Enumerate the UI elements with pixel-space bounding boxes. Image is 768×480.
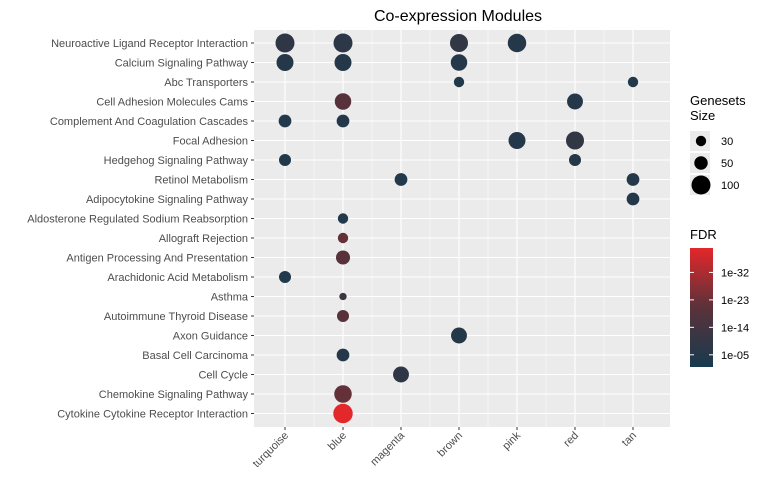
x-tick-label: magenta	[368, 429, 407, 468]
fdr-colorbar	[690, 248, 713, 367]
point-brown	[449, 33, 469, 53]
x-tick-label: tan	[620, 430, 639, 449]
y-tick-label: Cell Cycle	[198, 370, 248, 382]
y-tick-label: Abc Transporters	[164, 77, 248, 89]
colorbar-tick-label: 1e-23	[721, 295, 749, 307]
point-pink	[508, 132, 526, 149]
point-pink	[507, 33, 527, 53]
y-tick-label: Asthma	[211, 292, 249, 304]
x-tick-label: pink	[500, 429, 523, 452]
point-blue	[336, 309, 350, 323]
colorbar-tick-label: 1e-14	[721, 322, 749, 334]
point-blue	[336, 114, 350, 128]
y-tick-label: Chemokine Signaling Pathway	[99, 389, 249, 401]
y-tick-label: Antigen Processing And Presentation	[66, 253, 248, 265]
size-key-dot	[691, 175, 711, 195]
point-red	[567, 93, 583, 110]
point-turquoise	[275, 33, 295, 53]
point-turquoise	[278, 270, 292, 284]
point-tan	[627, 76, 639, 88]
y-tick-label: Calcium Signaling Pathway	[115, 58, 249, 70]
point-blue	[334, 93, 352, 110]
point-turquoise	[278, 153, 292, 167]
point-tan	[626, 192, 640, 206]
size-key-label: 50	[721, 158, 733, 170]
y-tick-label: Neuroactive Ligand Receptor Interaction	[51, 38, 248, 50]
point-red	[565, 131, 585, 150]
point-blue	[336, 348, 350, 362]
y-tick-label: Retinol Metabolism	[154, 175, 248, 187]
point-blue	[339, 292, 347, 301]
y-tick-label: Cell Adhesion Molecules Cams	[96, 97, 248, 109]
color-legend: FDR 1e-32 1e-23 1e-14 1e-05	[690, 227, 749, 367]
point-tan	[626, 173, 640, 186]
x-tick-label: red	[561, 430, 581, 450]
y-tick-label: Axon Guidance	[173, 331, 248, 343]
chart-title: Co-expression Modules	[374, 8, 542, 25]
point-magenta	[394, 173, 408, 186]
size-key-dot	[695, 135, 707, 147]
color-legend-title: FDR	[690, 227, 717, 242]
x-tick-label: blue	[326, 430, 349, 453]
y-axis: Neuroactive Ligand Receptor Interaction C…	[27, 38, 254, 421]
y-tick-label: Complement And Coagulation Cascades	[50, 116, 249, 128]
point-blue	[333, 403, 353, 424]
point-magenta	[393, 366, 409, 383]
size-key-label: 100	[721, 180, 739, 192]
size-legend-title-line2: Size	[690, 108, 715, 123]
point-turquoise	[276, 54, 294, 71]
colorbar-tick-label: 1e-32	[721, 267, 749, 279]
point-brown	[450, 54, 468, 71]
point-blue	[337, 232, 349, 244]
point-blue	[337, 213, 349, 224]
x-tick-label: brown	[435, 430, 465, 460]
point-brown	[451, 327, 467, 344]
y-tick-label: Aldosterone Regulated Sodium Reabsorptio…	[27, 214, 248, 226]
data-points	[275, 33, 640, 424]
colorbar-tick-label: 1e-05	[721, 350, 749, 362]
x-tick-label: turquoise	[251, 430, 291, 470]
point-red	[568, 153, 582, 167]
y-tick-label: Allograft Rejection	[159, 233, 248, 245]
y-tick-label: Basal Cell Carcinoma	[142, 350, 249, 362]
point-turquoise	[278, 114, 292, 128]
point-blue	[333, 33, 353, 53]
size-legend-title-line1: Genesets	[690, 93, 746, 108]
point-brown	[453, 76, 465, 88]
y-tick-label: Autoimmune Thyroid Disease	[104, 311, 248, 323]
y-tick-label: Arachidonic Acid Metabolism	[107, 272, 248, 284]
size-key-dot	[694, 156, 708, 170]
y-tick-label: Hedgehog Signaling Pathway	[104, 155, 249, 167]
size-legend: Genesets Size 30 50 100	[690, 93, 746, 195]
point-blue	[335, 250, 351, 265]
size-key-label: 30	[721, 136, 733, 148]
y-tick-label: Focal Adhesion	[173, 136, 248, 148]
point-blue	[334, 54, 352, 71]
point-blue	[334, 385, 352, 403]
plot-panel	[254, 30, 670, 427]
x-axis: turquoise blue magenta brown pink red tan	[251, 427, 639, 470]
y-tick-label: Adipocytokine Signaling Pathway	[86, 194, 249, 206]
y-tick-label: Cytokine Cytokine Receptor Interaction	[57, 409, 248, 421]
